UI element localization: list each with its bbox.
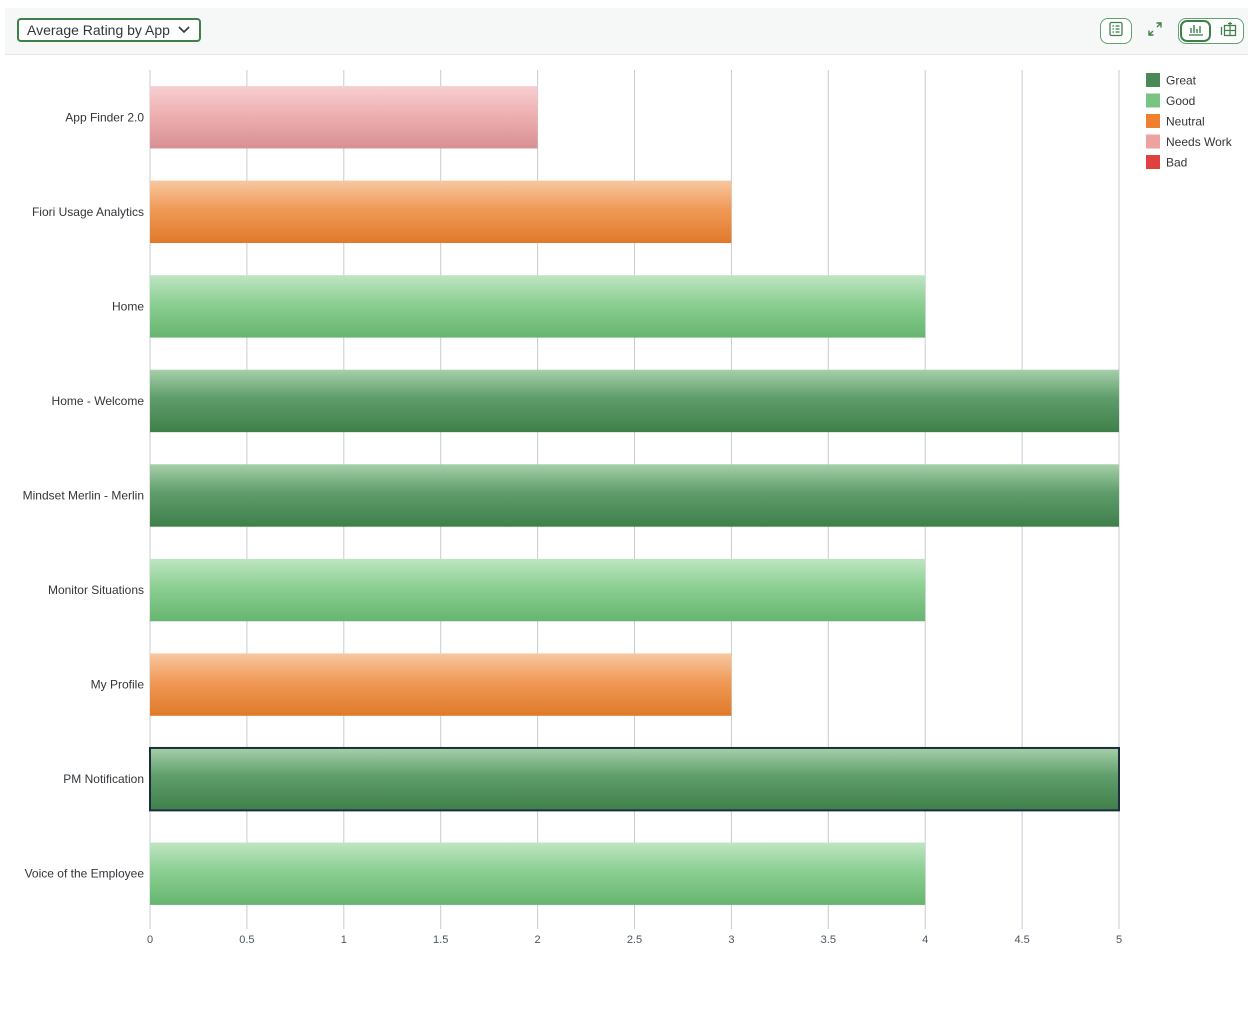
category-label: Voice of the Employee bbox=[25, 867, 145, 881]
legend-swatch bbox=[1146, 155, 1160, 169]
category-label: Mindset Merlin - Merlin bbox=[23, 489, 144, 503]
x-tick-label: 0 bbox=[147, 934, 153, 946]
category-label: Home bbox=[112, 299, 144, 313]
legend-swatch bbox=[1146, 134, 1160, 149]
bar[interactable] bbox=[150, 558, 926, 622]
category-label: PM Notification bbox=[63, 772, 144, 786]
legend-swatch bbox=[1146, 114, 1160, 128]
chevron-down-icon bbox=[177, 23, 191, 37]
legend-swatch bbox=[1146, 93, 1160, 108]
chart-table-view-button[interactable] bbox=[1215, 20, 1243, 42]
view-toggle bbox=[1178, 18, 1244, 44]
fullscreen-button[interactable] bbox=[1142, 18, 1168, 44]
category-label: Fiori Usage Analytics bbox=[32, 205, 144, 219]
bar[interactable] bbox=[150, 369, 1119, 433]
x-tick-label: 2 bbox=[535, 934, 541, 946]
legend-label: Good bbox=[1166, 94, 1195, 108]
x-tick-label: 0.5 bbox=[239, 934, 254, 946]
x-tick-label: 1 bbox=[341, 934, 347, 946]
category-label: My Profile bbox=[91, 678, 145, 692]
bar[interactable] bbox=[149, 746, 1120, 812]
category-label: Home - Welcome bbox=[52, 394, 145, 408]
legend-label: Neutral bbox=[1166, 115, 1205, 129]
bar[interactable] bbox=[150, 180, 732, 244]
bar[interactable] bbox=[150, 653, 732, 716]
bar[interactable] bbox=[150, 464, 1119, 527]
chart-selector-dropdown[interactable]: Average Rating by App bbox=[17, 18, 201, 42]
x-tick-label: 4 bbox=[922, 934, 928, 946]
bar[interactable] bbox=[150, 842, 926, 905]
legend-label: Great bbox=[1166, 74, 1197, 88]
x-tick-label: 3 bbox=[728, 934, 734, 946]
x-tick-label: 1.5 bbox=[433, 934, 448, 946]
legend-label: Needs Work bbox=[1166, 135, 1233, 149]
chart-view-icon bbox=[1188, 22, 1204, 41]
chart-selector-label: Average Rating by App bbox=[27, 22, 170, 38]
legend-swatch bbox=[1146, 73, 1160, 87]
legend-label: Bad bbox=[1166, 156, 1187, 170]
chart-view-button[interactable] bbox=[1180, 20, 1211, 42]
chart-table-view-icon bbox=[1220, 21, 1238, 42]
x-tick-label: 3.5 bbox=[821, 934, 836, 946]
fullscreen-icon bbox=[1147, 21, 1163, 42]
chart-toolbar: Average Rating by App bbox=[5, 8, 1248, 55]
x-tick-label: 2.5 bbox=[627, 934, 642, 946]
category-label: Monitor Situations bbox=[48, 583, 144, 597]
category-label: App Finder 2.0 bbox=[65, 110, 144, 124]
x-tick-label: 5 bbox=[1116, 934, 1122, 946]
table-view-button[interactable] bbox=[1100, 18, 1132, 44]
bar[interactable] bbox=[150, 86, 538, 149]
table-view-icon bbox=[1108, 21, 1124, 42]
x-tick-label: 4.5 bbox=[1014, 934, 1029, 946]
bar[interactable] bbox=[150, 275, 926, 338]
